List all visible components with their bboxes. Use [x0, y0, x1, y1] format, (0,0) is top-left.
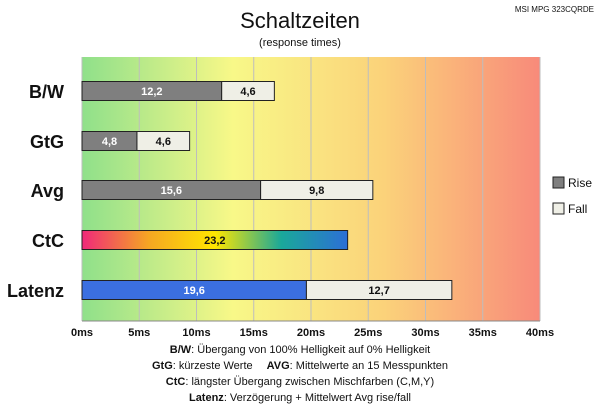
- note-term: AVG: [267, 360, 290, 372]
- note-line: B/W: Übergang von 100% Helligkeit auf 0%…: [170, 344, 430, 356]
- category-label: CtC: [32, 231, 64, 251]
- bar-label-fall: 9,8: [309, 185, 324, 197]
- bar-fall: [305, 280, 453, 300]
- x-tick-label: 35ms: [469, 327, 497, 339]
- category-label: B/W: [29, 82, 64, 102]
- monitor-label: MSI MPG 323CQRDE: [515, 5, 594, 14]
- bar-rise: [81, 230, 349, 250]
- category-label: GtG: [30, 132, 64, 152]
- x-tick-label: 0ms: [71, 327, 93, 339]
- note-line: GtG: kürzeste Werte AVG: Mittelwerte an 1…: [152, 360, 448, 372]
- note-line: CtC: längster Übergang zwischen Mischfar…: [166, 376, 434, 388]
- category-labels: B/W GtG Avg CtC Latenz: [7, 82, 64, 301]
- bar-label-rise: 15,6: [161, 185, 182, 197]
- legend-label: Fall: [568, 202, 587, 216]
- note-line: Latenz: Verzögerung + Mittelwert Avg ris…: [189, 392, 411, 404]
- legend-label: Rise: [568, 176, 592, 190]
- note-text: : längster Übergang zwischen Mischfarben…: [185, 376, 434, 388]
- bar-label-rise: 19,6: [183, 285, 204, 297]
- category-label: Avg: [31, 181, 64, 201]
- bar-fall: [260, 180, 374, 200]
- note-term: CtC: [166, 376, 186, 388]
- legend-swatch: [552, 176, 565, 189]
- category-label: Latenz: [7, 281, 64, 301]
- legend-swatch: [552, 202, 565, 215]
- bar-label-fall: 4,6: [240, 86, 255, 98]
- legend: Rise Fall: [552, 176, 592, 216]
- note-text: : kürzeste Werte: [173, 360, 253, 372]
- note-term: GtG: [152, 360, 173, 372]
- bar-label-fall: 12,7: [368, 285, 389, 297]
- note-term: B/W: [170, 344, 192, 356]
- note-text: : Übergang von 100% Helligkeit auf 0% He…: [191, 344, 430, 356]
- bar-label-fall: 4,6: [156, 136, 171, 148]
- chart-subtitle: (response times): [259, 37, 341, 49]
- bar-label-rise: 23,2: [204, 235, 225, 247]
- note-text: : Mittelwerte an 15 Messpunkten: [290, 360, 448, 372]
- note-text: : Verzögerung + Mittelwert Avg rise/fall: [224, 392, 411, 404]
- bar-label-rise: 12,2: [141, 86, 162, 98]
- x-tick-label: 5ms: [128, 327, 150, 339]
- notes: B/W: Übergang von 100% Helligkeit auf 0%…: [152, 344, 448, 404]
- bar-label-rise: 4,8: [102, 136, 117, 148]
- x-tick-label: 25ms: [354, 327, 382, 339]
- bars: 12,2 4,6 4,8 4,6 15,6 9,8 23,2 19,6 12,7: [81, 81, 453, 300]
- bar-fall: [221, 81, 275, 101]
- x-tick-label: 20ms: [297, 327, 325, 339]
- x-tick-label: 30ms: [411, 327, 439, 339]
- x-axis-ticks: 0ms 5ms 10ms 15ms 20ms 25ms 30ms 35ms 40ms: [71, 327, 554, 339]
- x-tick-label: 10ms: [182, 327, 210, 339]
- x-tick-label: 15ms: [240, 327, 268, 339]
- x-tick-label: 40ms: [526, 327, 554, 339]
- bar-fall: [136, 131, 191, 151]
- chart-title: Schaltzeiten: [240, 8, 360, 33]
- note-term: Latenz: [189, 392, 224, 404]
